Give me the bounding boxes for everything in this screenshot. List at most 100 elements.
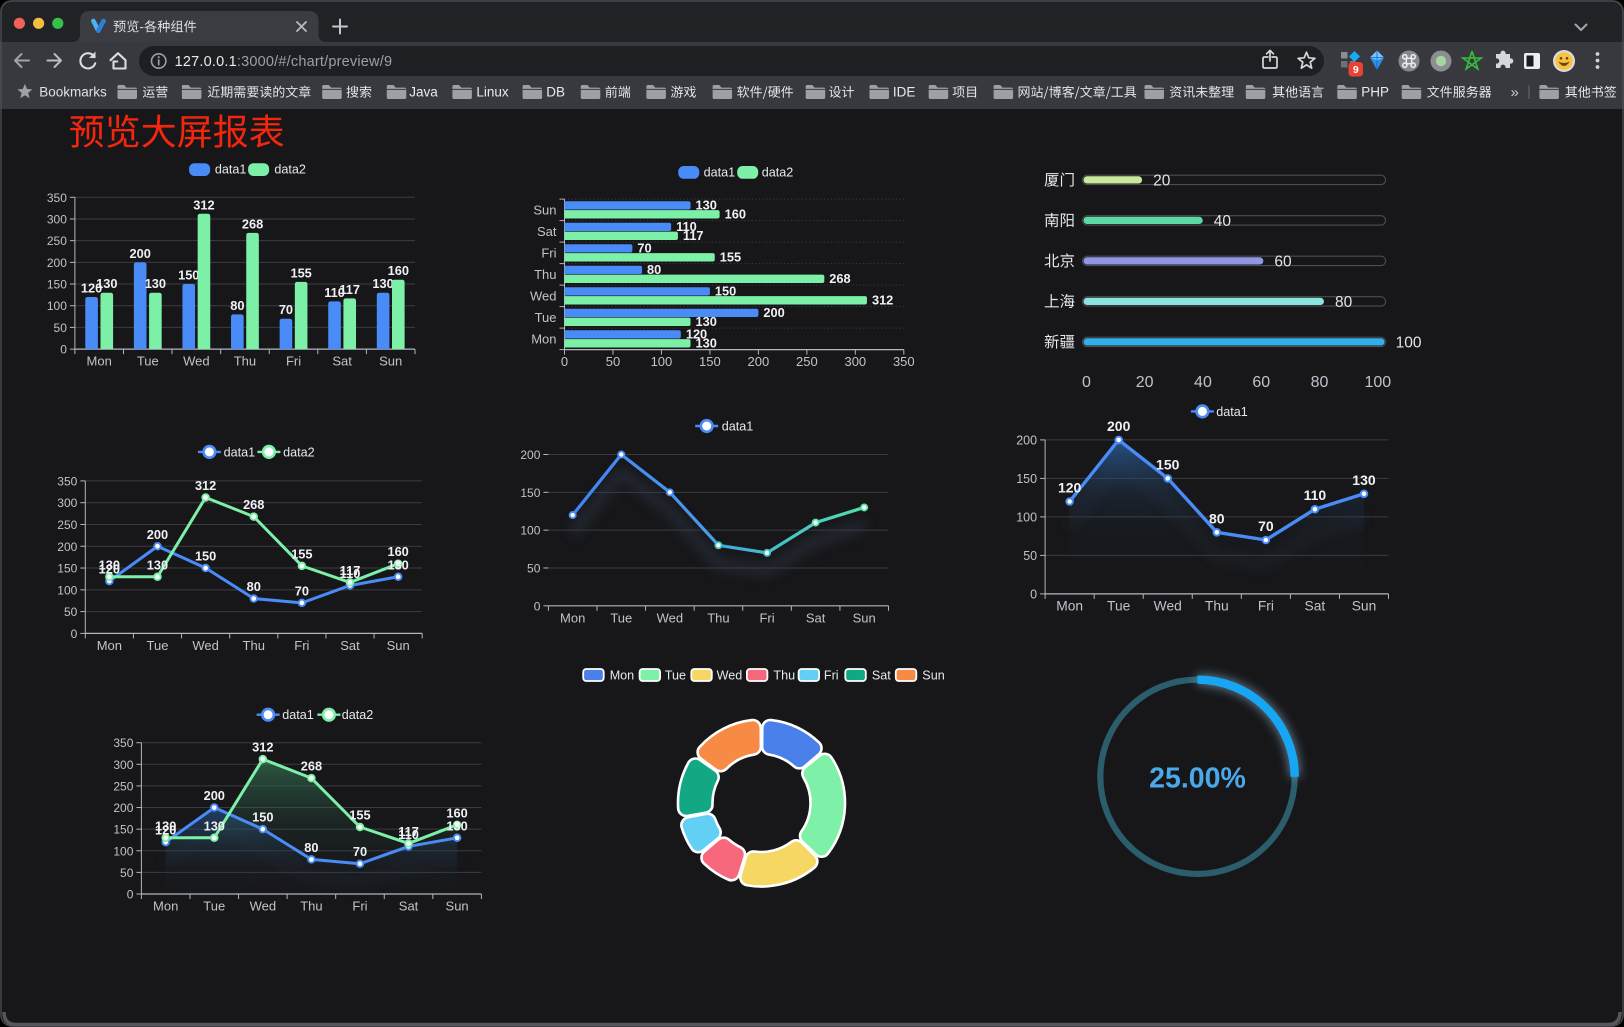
svg-text:312: 312 bbox=[195, 478, 216, 493]
svg-text:Wed: Wed bbox=[717, 668, 743, 682]
svg-text:250: 250 bbox=[113, 779, 133, 793]
svg-text:0: 0 bbox=[561, 354, 568, 369]
svg-text:350: 350 bbox=[57, 474, 77, 488]
svg-text:Tue: Tue bbox=[535, 310, 557, 325]
svg-text:117: 117 bbox=[683, 228, 704, 243]
svg-text:Sat: Sat bbox=[1305, 598, 1326, 613]
svg-text:268: 268 bbox=[243, 497, 264, 512]
svg-text:110: 110 bbox=[340, 566, 361, 581]
svg-text:200: 200 bbox=[520, 448, 540, 462]
svg-text:200: 200 bbox=[47, 256, 67, 270]
svg-text:300: 300 bbox=[57, 496, 77, 510]
svg-text:160: 160 bbox=[388, 263, 409, 278]
svg-text:150: 150 bbox=[252, 810, 273, 825]
svg-text:120: 120 bbox=[81, 281, 102, 296]
svg-text:Thu: Thu bbox=[243, 638, 265, 653]
svg-text:150: 150 bbox=[520, 486, 540, 500]
svg-text:Sat: Sat bbox=[332, 354, 352, 369]
svg-text:Sat: Sat bbox=[399, 899, 419, 914]
svg-text:Sat: Sat bbox=[537, 224, 557, 239]
svg-text:200: 200 bbox=[57, 540, 77, 554]
svg-text:70: 70 bbox=[295, 583, 309, 598]
svg-text:130: 130 bbox=[696, 314, 717, 329]
svg-text:100: 100 bbox=[47, 299, 67, 313]
svg-text:80: 80 bbox=[647, 262, 661, 277]
svg-text:268: 268 bbox=[242, 216, 263, 231]
svg-text:117: 117 bbox=[340, 563, 361, 578]
svg-text:250: 250 bbox=[57, 518, 77, 532]
svg-text:Mon: Mon bbox=[560, 610, 585, 625]
svg-text:Sun: Sun bbox=[533, 202, 556, 217]
svg-text:Tue: Tue bbox=[610, 610, 632, 625]
svg-text:100: 100 bbox=[57, 583, 77, 597]
svg-text:300: 300 bbox=[47, 212, 67, 226]
svg-text:Fri: Fri bbox=[824, 668, 839, 682]
svg-text:Sun: Sun bbox=[853, 610, 876, 625]
svg-text:60: 60 bbox=[1274, 253, 1292, 270]
svg-text:110: 110 bbox=[324, 285, 345, 300]
svg-text:data1: data1 bbox=[215, 163, 247, 177]
svg-text:130: 130 bbox=[204, 818, 225, 833]
svg-text:data1: data1 bbox=[282, 708, 314, 722]
svg-text:Fri: Fri bbox=[294, 638, 309, 653]
svg-text:9: 9 bbox=[1353, 64, 1359, 76]
svg-text:130: 130 bbox=[147, 557, 168, 572]
svg-text:100: 100 bbox=[651, 354, 673, 369]
svg-text:250: 250 bbox=[796, 354, 818, 369]
svg-text:100: 100 bbox=[1364, 374, 1391, 391]
svg-text:Sat: Sat bbox=[806, 610, 826, 625]
svg-text:PHP: PHP bbox=[1361, 85, 1389, 100]
svg-text:100: 100 bbox=[1396, 334, 1422, 351]
svg-text:Sat: Sat bbox=[340, 638, 360, 653]
svg-text:150: 150 bbox=[195, 549, 216, 564]
svg-text:Fri: Fri bbox=[759, 610, 774, 625]
svg-text:130: 130 bbox=[99, 557, 120, 572]
svg-text:Mon: Mon bbox=[1056, 598, 1083, 613]
svg-text:Thu: Thu bbox=[534, 267, 556, 282]
svg-text:60: 60 bbox=[1252, 374, 1270, 391]
svg-text:Wed: Wed bbox=[530, 288, 557, 303]
svg-text:50: 50 bbox=[120, 866, 134, 880]
svg-text:120: 120 bbox=[1058, 480, 1082, 496]
svg-text:0: 0 bbox=[1030, 587, 1037, 601]
svg-text:data2: data2 bbox=[762, 165, 794, 179]
svg-text:130: 130 bbox=[372, 276, 393, 291]
svg-text:Thu: Thu bbox=[707, 610, 729, 625]
svg-text:130: 130 bbox=[1352, 472, 1376, 488]
svg-text:Mon: Mon bbox=[610, 668, 635, 682]
svg-text:80: 80 bbox=[1311, 374, 1329, 391]
svg-text:200: 200 bbox=[1016, 433, 1037, 447]
svg-text:110: 110 bbox=[1304, 487, 1327, 503]
svg-text:50: 50 bbox=[64, 605, 78, 619]
svg-text:Bookmarks: Bookmarks bbox=[39, 85, 107, 100]
svg-text:150: 150 bbox=[178, 268, 199, 283]
svg-text:150: 150 bbox=[1156, 456, 1180, 472]
svg-text:200: 200 bbox=[1107, 418, 1131, 434]
svg-text:70: 70 bbox=[279, 302, 293, 317]
svg-text:130: 130 bbox=[446, 818, 467, 833]
svg-text:50: 50 bbox=[527, 561, 541, 575]
svg-text:70: 70 bbox=[1258, 518, 1274, 534]
svg-text:130: 130 bbox=[145, 276, 166, 291]
svg-text:»: » bbox=[1511, 84, 1519, 101]
svg-text:300: 300 bbox=[844, 354, 866, 369]
svg-text:200: 200 bbox=[748, 354, 770, 369]
svg-text:200: 200 bbox=[204, 788, 225, 803]
svg-text:100: 100 bbox=[520, 524, 540, 538]
svg-text:350: 350 bbox=[113, 736, 133, 750]
svg-text:127.0.0.1:3000/#/chart/preview: 127.0.0.1:3000/#/chart/preview/9 bbox=[175, 54, 393, 70]
svg-text:Mon: Mon bbox=[153, 899, 178, 914]
svg-text:Sat: Sat bbox=[872, 668, 891, 682]
svg-text:150: 150 bbox=[1016, 472, 1037, 486]
svg-text:117: 117 bbox=[339, 282, 360, 297]
svg-text:20: 20 bbox=[1136, 374, 1154, 391]
svg-text:Tue: Tue bbox=[1107, 598, 1131, 613]
svg-text:155: 155 bbox=[349, 808, 370, 823]
svg-text:50: 50 bbox=[54, 321, 68, 335]
svg-text:80: 80 bbox=[230, 298, 244, 313]
svg-text:Wed: Wed bbox=[192, 638, 219, 653]
svg-text:data2: data2 bbox=[274, 163, 306, 177]
svg-text:312: 312 bbox=[252, 740, 273, 755]
svg-text:200: 200 bbox=[113, 801, 133, 815]
svg-text:Tue: Tue bbox=[147, 638, 169, 653]
